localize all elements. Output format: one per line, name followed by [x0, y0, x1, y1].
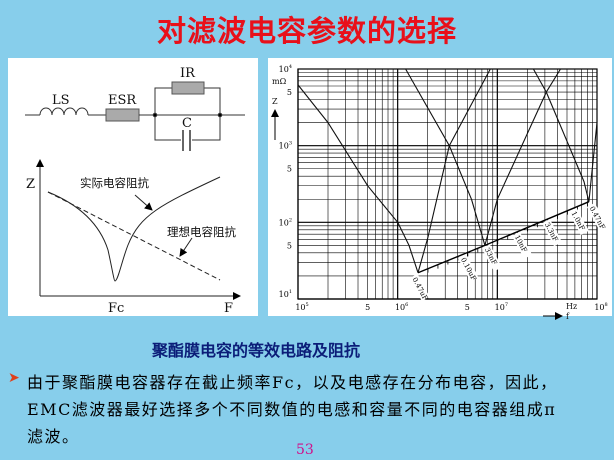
tick-exponent: 2 [289, 217, 292, 223]
y-axis-label: Z [272, 97, 278, 106]
node [152, 112, 158, 118]
impedance-curve-4 [484, 68, 561, 246]
slide-title: 对滤波电容参数的选择 [156, 14, 457, 48]
y-tick-label: 5 [287, 241, 292, 250]
x-tick-label: 107 [495, 302, 508, 312]
capacitance-label: 33nF [483, 246, 499, 266]
y-tick-label: 5 [287, 165, 292, 174]
tick-exponent: 5 [306, 302, 309, 308]
body-line-3: 滤波。 [27, 427, 80, 446]
resistor-ir [171, 81, 205, 95]
ls-label: LS [52, 93, 70, 108]
resistor-esr [105, 108, 140, 122]
figure-caption: 聚酯膜电容的等效电路及阻抗 [151, 341, 360, 360]
tick-exponent: 1 [289, 289, 292, 295]
ir-label: IR [180, 66, 196, 81]
capacitance-label-bg [481, 244, 503, 272]
x-axis-label: f [566, 312, 570, 321]
ideal-impedance-label: 理想电容阻抗 [167, 225, 236, 239]
fc-label: Fc [108, 301, 124, 316]
tick-exponent: 7 [505, 302, 508, 308]
capacitance-label: 1.0nF [570, 210, 587, 232]
capacitance-label-bg [511, 231, 533, 259]
impedance-sketch [36, 159, 241, 300]
y-tick-label: 104 [279, 64, 292, 74]
inductor-ls [39, 107, 89, 116]
impedance-curve-2 [417, 68, 491, 273]
tick-exponent: 6 [405, 302, 408, 308]
bullet-arrow-icon: ➤ [8, 370, 20, 386]
resonance-line [417, 201, 590, 274]
f-label: F [224, 301, 233, 316]
capacitance-label-bg [568, 207, 589, 235]
x-tick-label: 5 [365, 303, 370, 312]
plot-frame [297, 68, 598, 300]
z-label: Z [26, 177, 35, 192]
capacitance-label: 0.47uF [411, 276, 430, 302]
c-label: C [182, 116, 192, 131]
equivalent-circuit-panel [8, 58, 258, 316]
actual-impedance-label: 实际电容阻抗 [80, 176, 149, 190]
capacitance-label-bg [586, 202, 607, 230]
ideal-impedance-curve [47, 191, 221, 281]
ideal-pointer-arrow [179, 237, 193, 257]
y-tick-label: 103 [279, 141, 292, 151]
esr-label: ESR [108, 93, 137, 108]
impedance-curve-6 [588, 122, 598, 202]
x-tick-label: 105 [295, 302, 308, 312]
capacitance-label-bg [409, 273, 430, 302]
y-tick-label: 101 [279, 289, 292, 299]
actual-pointer-arrow [134, 194, 153, 211]
body-line-2: EMC滤波器最好选择多个不同数值的电感和容量不同的电容器组成π [27, 400, 557, 419]
tick-exponent: 8 [605, 302, 608, 308]
tick-exponent: 4 [289, 64, 292, 70]
impedance-curve-5 [532, 68, 590, 202]
x-tick-label: 106 [395, 302, 408, 312]
x-unit-label: Hz [566, 302, 577, 311]
capacitance-label: 10nF [513, 234, 529, 254]
y-unit-label: mΩ [272, 77, 287, 86]
x-tick-label: 5 [465, 303, 470, 312]
equivalent-circuit [25, 81, 245, 151]
actual-impedance-curve [47, 176, 221, 282]
x-tick-label: 108 [594, 302, 607, 312]
node [217, 112, 223, 118]
capacitance-label-bg [458, 254, 479, 282]
tick-exponent: 3 [289, 141, 292, 147]
impedance-curve-3 [405, 68, 486, 246]
y-tick-label: 5 [287, 88, 292, 97]
impedance-curve-1 [297, 84, 419, 273]
y-tick-label: 102 [279, 217, 292, 227]
body-line-1: 由于聚酯膜电容器存在截止频率Fc，以及电感存在分布电容，因此， [27, 373, 558, 392]
capacitance-label-bg [541, 219, 563, 247]
page-number: 53 [296, 442, 314, 458]
